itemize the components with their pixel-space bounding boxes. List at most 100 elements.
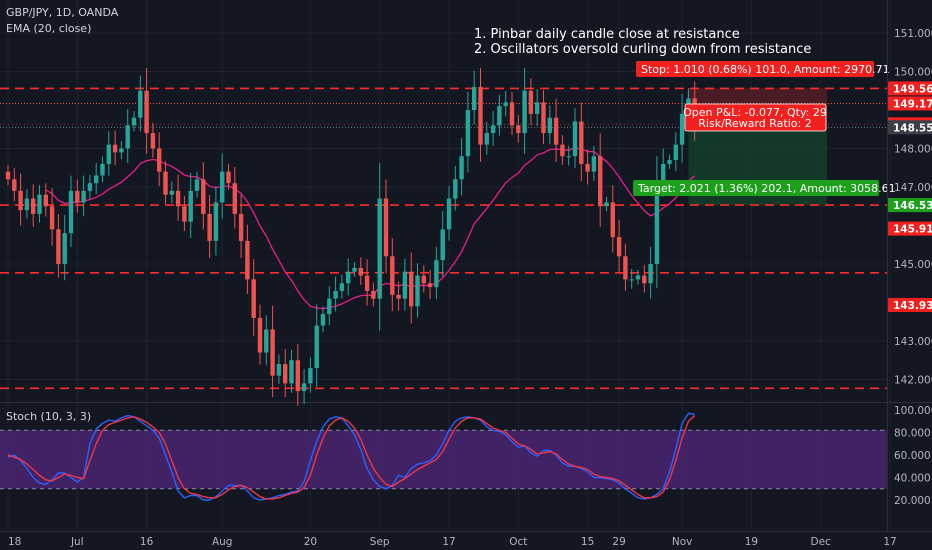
price-label-3[interactable]: 148.551 bbox=[888, 120, 932, 135]
candle-55 bbox=[352, 262, 357, 277]
time-tick-3: Aug bbox=[212, 536, 233, 548]
candle-body-92 bbox=[585, 163, 590, 172]
price-label-5[interactable]: 145.919 bbox=[888, 221, 932, 236]
price-axis[interactable]: 142.000 143.000 145.000 147.000 148.000 150.0… bbox=[887, 0, 932, 531]
candle-96 bbox=[610, 185, 615, 253]
stoch-tick-0: 20.000 bbox=[894, 495, 931, 507]
candle-body-21 bbox=[138, 90, 143, 118]
candles bbox=[5, 67, 697, 406]
time-tick-7: Oct bbox=[509, 536, 527, 548]
candle-body-28 bbox=[182, 206, 187, 222]
candle-4 bbox=[31, 184, 36, 227]
candle-61 bbox=[390, 238, 395, 312]
candle-body-72 bbox=[459, 156, 464, 180]
candle-body-79 bbox=[503, 102, 508, 107]
candle-body-70 bbox=[446, 198, 452, 230]
stop-label[interactable]: Stop: 1.010 (0.68%) 101.0, Amount: 2970.… bbox=[636, 61, 890, 77]
candle-71 bbox=[453, 166, 458, 211]
stochastic-panel bbox=[0, 412, 887, 501]
candle-body-14 bbox=[94, 175, 99, 184]
candle-body-83 bbox=[528, 90, 534, 114]
candle-body-41 bbox=[264, 329, 269, 353]
candle-84 bbox=[535, 89, 540, 126]
price-label-6[interactable]: 143.936 bbox=[888, 297, 932, 312]
candle-49 bbox=[314, 304, 319, 387]
candle-body-80 bbox=[509, 102, 515, 126]
price-label-0[interactable]: 149.561 bbox=[888, 81, 932, 96]
candle-body-54 bbox=[346, 271, 351, 284]
stochastic-legend[interactable]: Stoch (10, 3, 3) bbox=[6, 410, 92, 423]
candle-body-65 bbox=[415, 275, 420, 307]
candle-body-85 bbox=[541, 102, 546, 134]
time-axis[interactable]: 18 Jul 16 Aug 20 Sep 17 Oct 15 29 Nov 19 Dec 17 bbox=[8, 536, 897, 548]
price-label-1[interactable]: 149.170 bbox=[888, 96, 932, 111]
candle-12 bbox=[81, 175, 86, 217]
price-tick-5: 150.000 bbox=[894, 67, 932, 79]
candle-67 bbox=[427, 269, 433, 300]
candle-body-89 bbox=[566, 156, 571, 158]
candle-87 bbox=[553, 98, 559, 162]
candle-53 bbox=[339, 274, 345, 299]
candle-76 bbox=[484, 121, 489, 155]
candle-58 bbox=[371, 282, 376, 307]
pnl-box-bg bbox=[684, 103, 827, 132]
candle-body-24 bbox=[157, 148, 162, 172]
candle-43 bbox=[276, 354, 282, 385]
candle-body-75 bbox=[478, 86, 483, 145]
stoch-series-0 bbox=[7, 412, 695, 501]
candle-body-10 bbox=[68, 190, 74, 234]
stoch-tick-2: 60.000 bbox=[894, 450, 931, 462]
pnl-text: Open P&L: -0.077, Qty: 29 bbox=[683, 106, 827, 119]
candle-94 bbox=[598, 133, 603, 227]
candle-47 bbox=[301, 369, 307, 404]
candle-106 bbox=[673, 132, 678, 172]
candle-body-31 bbox=[201, 179, 206, 214]
candle-97 bbox=[616, 219, 622, 272]
candle-51 bbox=[327, 286, 332, 326]
candle-body-50 bbox=[320, 314, 326, 326]
candle-52 bbox=[333, 276, 338, 312]
candle-body-87 bbox=[553, 117, 559, 145]
candle-body-35 bbox=[226, 171, 231, 184]
candle-body-74 bbox=[472, 86, 477, 110]
candle-body-81 bbox=[516, 125, 521, 134]
candle-body-32 bbox=[207, 213, 212, 241]
candle-22 bbox=[144, 67, 149, 154]
candle-62 bbox=[396, 281, 401, 311]
candle-body-16 bbox=[106, 144, 111, 164]
price-tick-4: 148.000 bbox=[894, 144, 932, 156]
candle-body-37 bbox=[238, 213, 244, 241]
candle-88 bbox=[560, 135, 565, 165]
candle-78 bbox=[497, 94, 502, 136]
candle-46 bbox=[295, 344, 300, 406]
price-tick-6: 151.000 bbox=[894, 28, 932, 40]
candle-59 bbox=[377, 163, 382, 331]
price-tick-2: 145.000 bbox=[894, 259, 932, 271]
time-tick-12: Dec bbox=[811, 536, 832, 548]
stop-label-text: Stop: 1.010 (0.68%) 101.0, Amount: 2970.… bbox=[641, 63, 890, 76]
candle-2 bbox=[18, 173, 23, 226]
candle-body-33 bbox=[213, 202, 219, 241]
candle-56 bbox=[358, 257, 363, 285]
candle-body-7 bbox=[49, 206, 55, 230]
symbol-legend[interactable]: GBP/JPY, 1D, OANDA bbox=[6, 6, 119, 19]
target-label[interactable]: Target: 2.021 (1.36%) 202.1, Amount: 305… bbox=[633, 180, 896, 196]
candle-body-60 bbox=[383, 198, 389, 257]
price-label-bg-4 bbox=[888, 198, 932, 213]
candle-24 bbox=[157, 132, 162, 187]
candle-86 bbox=[547, 105, 552, 145]
price-label-text-5: 145.919 bbox=[893, 224, 932, 236]
ema-legend[interactable]: EMA (20, close) bbox=[6, 22, 92, 35]
candle-54 bbox=[346, 258, 351, 296]
rr-text: Risk/Reward Ratio: 2 bbox=[698, 117, 811, 130]
candle-body-26 bbox=[169, 190, 174, 195]
candle-body-67 bbox=[427, 283, 433, 288]
candle-75 bbox=[478, 67, 483, 162]
time-tick-9: 29 bbox=[612, 536, 625, 548]
price-label-4[interactable]: 146.530 bbox=[888, 198, 932, 213]
annotation-line-1: 1. Pinbar daily candle close at resistan… bbox=[474, 27, 740, 42]
candle-body-51 bbox=[327, 298, 332, 315]
candle-body-57 bbox=[364, 275, 370, 291]
